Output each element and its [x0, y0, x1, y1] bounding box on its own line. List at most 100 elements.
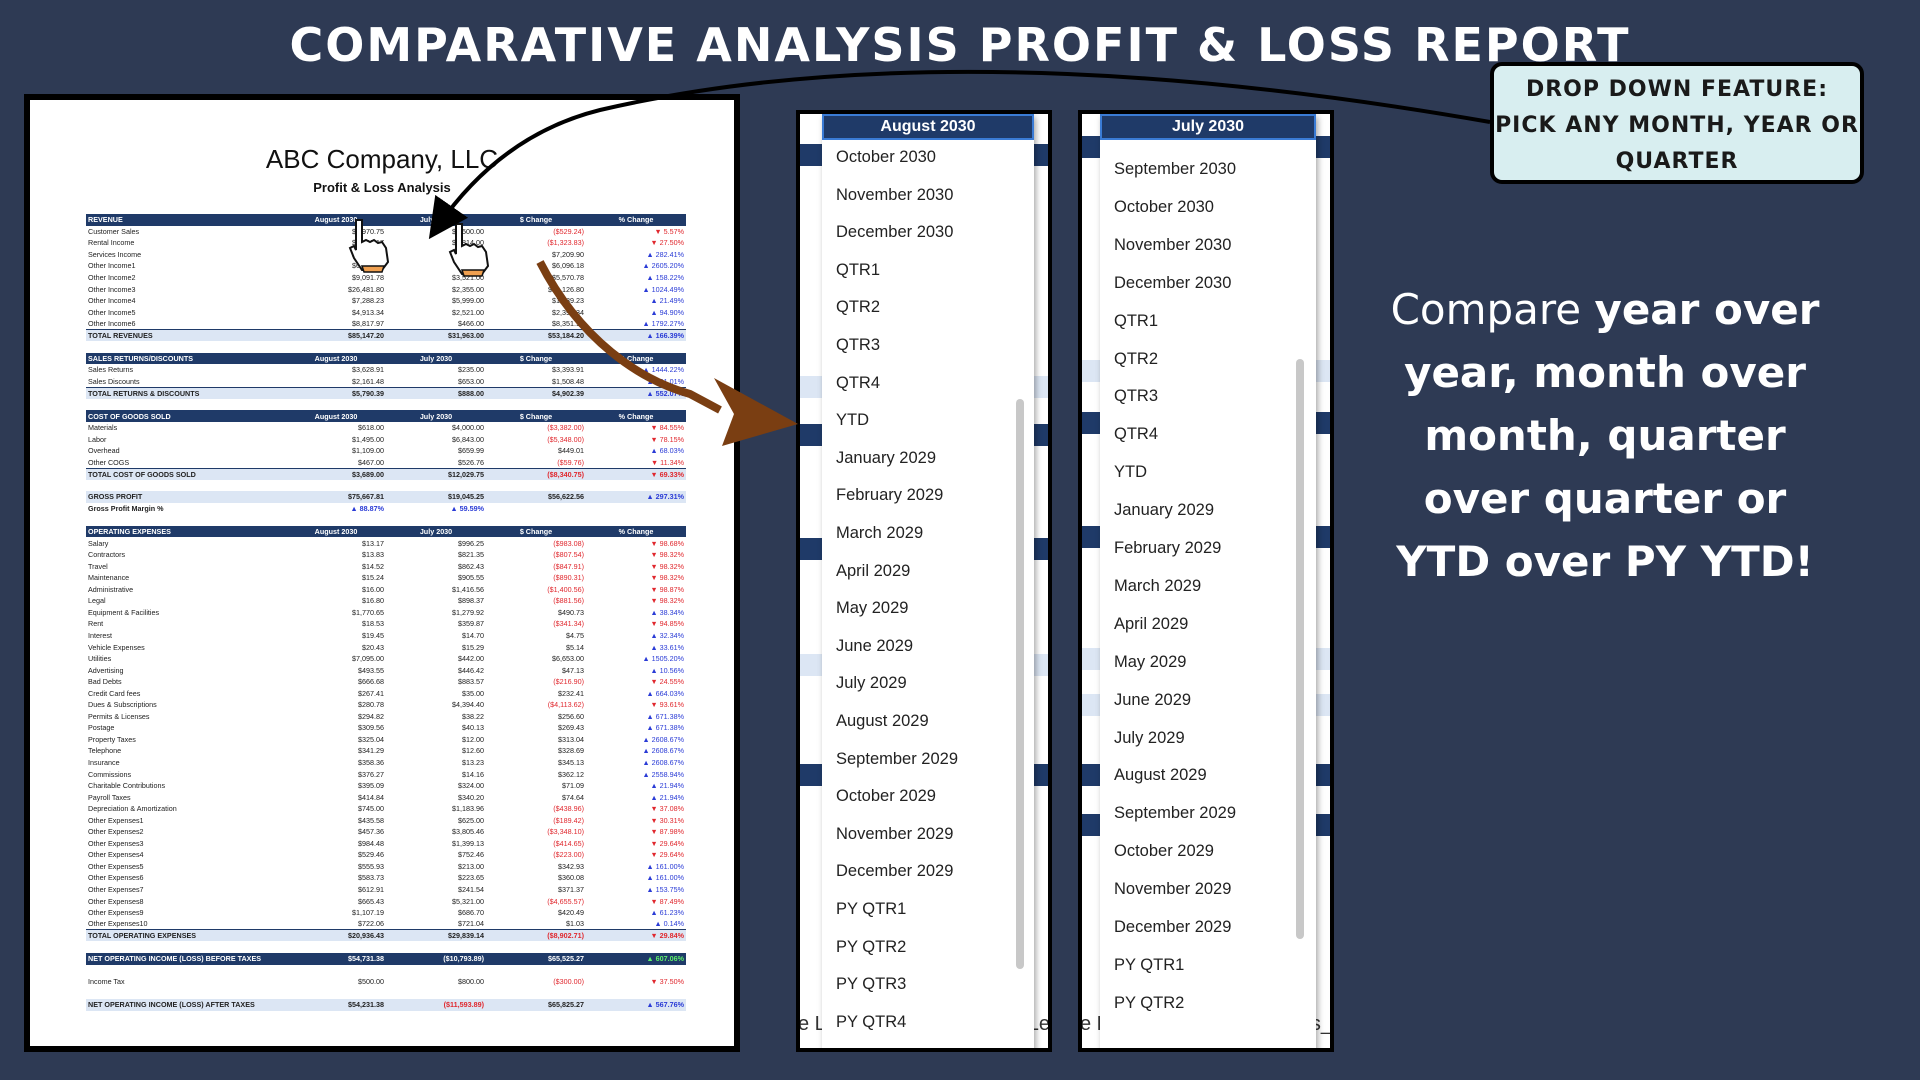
cell-value: $ Change [486, 525, 586, 538]
cell-value: ▼ 29.64% [650, 850, 685, 860]
cell-value: ($341.34) [553, 619, 584, 629]
dropdown-scrollbar[interactable] [1016, 399, 1024, 969]
cell-value: ▼ 93.61% [650, 700, 685, 710]
dropdown-option[interactable]: August 2029 [1114, 766, 1207, 785]
dropdown-option[interactable]: December 2030 [1114, 273, 1232, 292]
dropdown-option[interactable]: November 2030 [1114, 235, 1232, 254]
dropdown-option[interactable]: November 2030 [836, 185, 954, 204]
cell-value: ▲ 2558.94% [642, 769, 684, 779]
table-row: Commissions $376.27 $14.16 $362.12 ▲ 2558.94… [86, 768, 686, 780]
cell-value: ($847.91) [553, 561, 584, 571]
dropdown-option[interactable]: October 2030 [836, 148, 936, 166]
dropdown-option[interactable]: YTD [836, 411, 869, 430]
cell-value: ▲ 88.87% [350, 503, 385, 513]
cell-value: ▲ 282.41% [646, 249, 685, 259]
table-row: Other Expenses2 $457.36 $3,805.46 ($3,348.1… [86, 826, 686, 838]
dropdown-option[interactable]: November 2029 [836, 824, 954, 843]
dropdown-option[interactable]: November 2029 [1114, 880, 1232, 899]
cell-value: $7,288.23 [352, 296, 384, 306]
cell-value: ▼ 98.87% [650, 584, 685, 594]
cell-value: $14.52 [362, 561, 384, 571]
dropdown-option[interactable]: QTR3 [836, 336, 881, 354]
dropdown-option[interactable]: April 2029 [836, 561, 911, 580]
dropdown-option[interactable]: December 2030 [836, 223, 954, 242]
row-label: REVENUE [86, 214, 286, 226]
dropdown-scrollbar[interactable] [1296, 359, 1304, 939]
pl-report-page: ABC Company, LLC Profit & Loss Analysis … [24, 94, 740, 1052]
dropdown-option[interactable]: January 2029 [836, 448, 936, 467]
dropdown-option[interactable]: QTR3 [1114, 387, 1159, 406]
cell-value: $29,839.14 [386, 929, 486, 942]
cell-value: ($4,655.57) [547, 896, 584, 906]
cell-value: $7,095.00 [352, 654, 384, 664]
row-label: Telephone [88, 746, 122, 756]
row-label: Other Expenses7 [88, 884, 144, 894]
dropdown-option[interactable]: May 2029 [836, 599, 909, 618]
cell-value: $996.25 [458, 538, 484, 548]
dropdown-option[interactable]: March 2029 [1114, 576, 1202, 595]
dropdown-option[interactable]: QTR2 [836, 298, 881, 317]
cell-value: ▲ 161.00% [646, 873, 685, 883]
dropdown-option[interactable]: PY QTR1 [836, 900, 907, 918]
dropdown-option[interactable]: October 2029 [836, 787, 936, 806]
cell-value: $5.14 [566, 642, 584, 652]
cell-value: $31,963.00 [386, 328, 486, 342]
dropdown-option[interactable]: PY QTR4 [836, 1012, 907, 1031]
dropdown-option[interactable]: October 2030 [1114, 197, 1214, 216]
dropdown-option[interactable]: February 2029 [1114, 539, 1222, 557]
cell-value: $3,393.91 [552, 365, 584, 375]
cell-value: $13.17 [362, 538, 384, 548]
dropdown-option[interactable]: QTR4 [1114, 425, 1159, 444]
dropdown-option[interactable]: QTR1 [836, 260, 881, 279]
dropdown-option[interactable]: September 2030 [1114, 160, 1237, 178]
dropdown-option[interactable]: February 2029 [836, 486, 944, 505]
dropdown-selected-value[interactable]: July 2030 [1100, 114, 1316, 140]
report-subtitle: Profit & Loss Analysis [313, 180, 451, 195]
dropdown-arrow-icon[interactable]: ▼ [1086, 142, 1094, 153]
dropdown-option[interactable]: PY QTR1 [1114, 955, 1185, 974]
cell-value: $493.55 [358, 665, 384, 675]
dropdown-option[interactable]: September 2029 [836, 749, 959, 768]
dropdown-option[interactable]: April 2029 [1114, 614, 1189, 633]
dropdown-option[interactable]: July 2029 [836, 674, 907, 693]
row-label: TOTAL COST OF GOODS SOLD [86, 467, 286, 480]
dropdown-option[interactable]: QTR2 [1114, 349, 1159, 368]
cell-value: $5,790.39 [286, 386, 386, 399]
dropdown-option[interactable]: PY QTR2 [1114, 993, 1185, 1012]
dropdown-option[interactable]: May 2029 [1114, 652, 1187, 671]
dropdown-option[interactable]: YTD [1114, 463, 1147, 482]
dropdown-option[interactable]: QTR4 [836, 373, 881, 392]
dropdown-option[interactable]: June 2029 [1114, 690, 1192, 709]
dropdown-selected-value[interactable]: August 2030 [822, 114, 1034, 140]
dropdown-option[interactable]: December 2029 [836, 862, 954, 881]
cell-value: ($8,340.75) [486, 467, 586, 480]
row-label: NET OPERATING INCOME (LOSS) BEFORE TAXES [86, 953, 286, 965]
cell-value: $376.27 [358, 769, 384, 779]
cell-value: ($881.56) [553, 596, 584, 606]
cell-value: $529.46 [358, 850, 384, 860]
cell-value: $54,231.38 [286, 999, 386, 1011]
cell-value: ▼ 78.15% [650, 434, 685, 444]
dropdown-option[interactable]: September 2029 [1114, 804, 1237, 823]
month-dropdown-current[interactable]: August 2030 October 2030 November 2030 Dec… [822, 114, 1034, 1048]
row-label: Other Income6 [88, 318, 136, 328]
dropdown-option[interactable]: June 2029 [836, 636, 914, 655]
dropdown-option[interactable]: PY QTR2 [836, 937, 907, 956]
section-header-row: OPERATING EXPENSES August 2030 July 2030 $ … [86, 525, 686, 538]
dropdown-option[interactable]: July 2029 [1114, 728, 1185, 747]
dropdown-option[interactable]: October 2029 [1114, 842, 1214, 861]
row-label: Contractors [88, 550, 126, 560]
dropdown-option[interactable]: PY QTR3 [836, 975, 907, 994]
row-label: Other Income1 [88, 261, 136, 271]
cell-value: ▼ 98.32% [650, 596, 685, 606]
row-label: Equipment & Facilities [88, 607, 160, 617]
dropdown-option[interactable]: August 2029 [836, 712, 929, 730]
month-dropdown-comparison[interactable]: July 2030 September 2030 October 2030 Nove… [1100, 114, 1316, 1048]
row-label: COST OF GOODS SOLD [86, 410, 286, 422]
dropdown-option[interactable]: March 2029 [836, 524, 924, 542]
dropdown-option[interactable]: January 2029 [1114, 501, 1214, 520]
cell-value: $345.13 [558, 757, 584, 767]
cell-value: $435.58 [358, 815, 384, 825]
dropdown-option[interactable]: December 2029 [1114, 918, 1232, 936]
dropdown-option[interactable]: QTR1 [1114, 311, 1159, 330]
